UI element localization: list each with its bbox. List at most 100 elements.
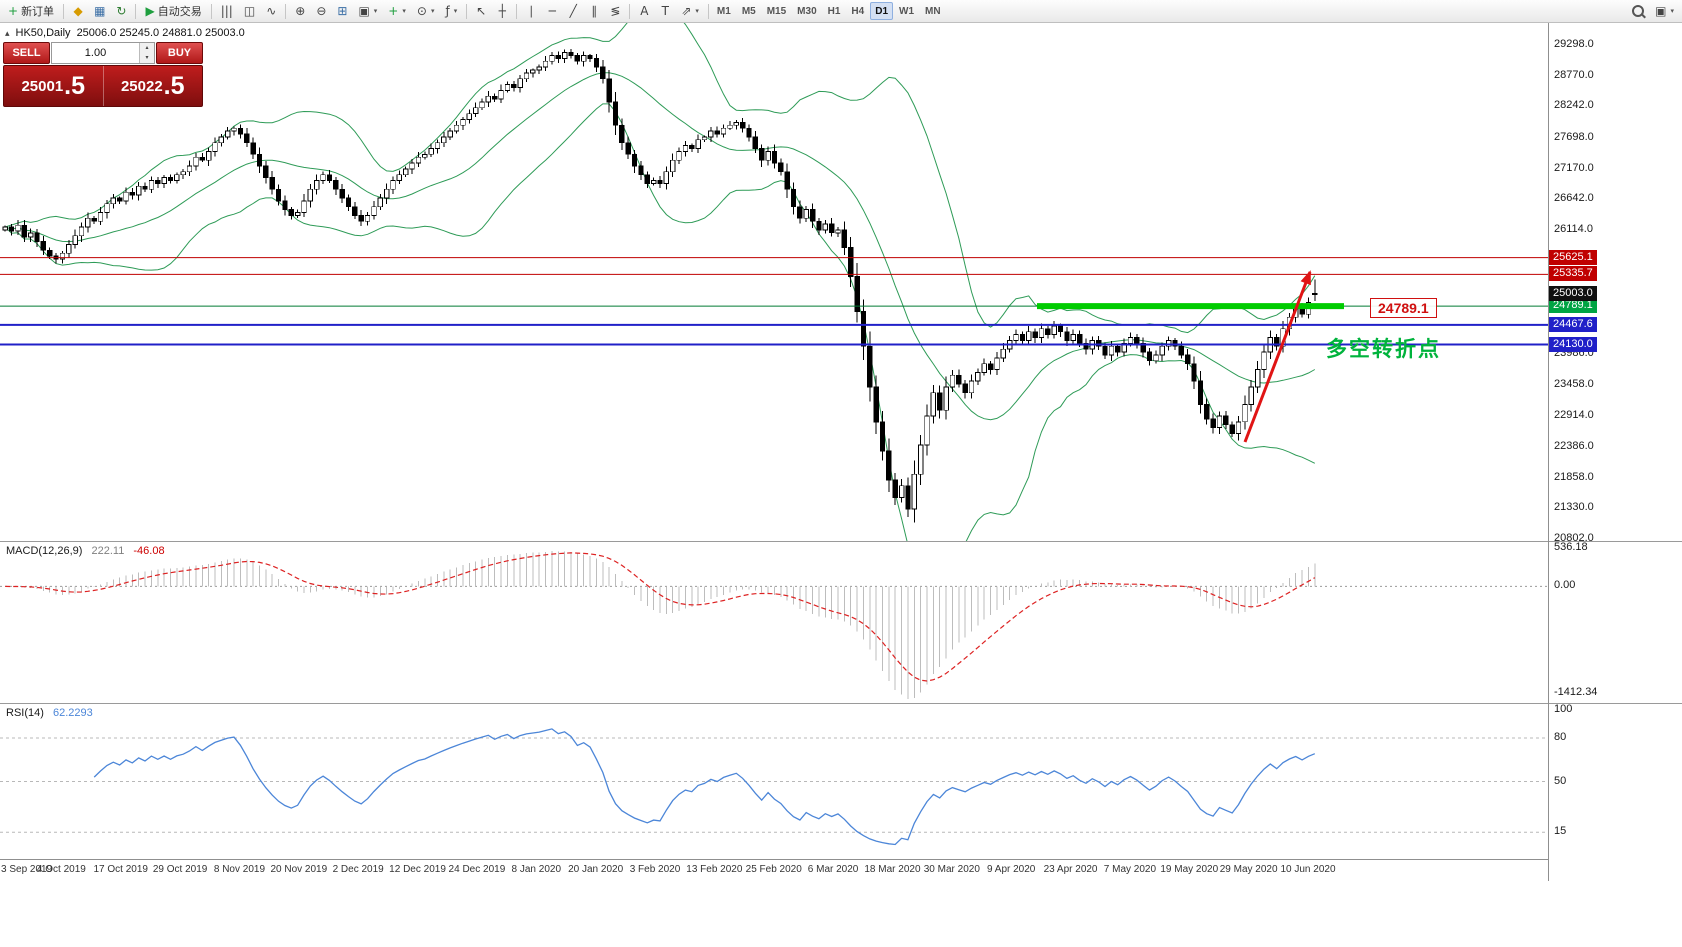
candle-body <box>1299 308 1305 315</box>
data-window-button[interactable]: ▦ <box>89 1 110 21</box>
trendline-button[interactable]: ╱ <box>563 1 583 21</box>
candle-body <box>752 136 758 149</box>
zoom-in-button[interactable]: ⊕ <box>290 1 310 21</box>
line-chart-icon: ∿ <box>266 4 277 18</box>
channel-button[interactable]: ∥ <box>584 1 604 21</box>
date-label: 9 Apr 2020 <box>986 864 1036 875</box>
one-click-toggle-icon[interactable]: ▴ <box>5 27 10 38</box>
candle-body <box>511 84 517 88</box>
refresh-button[interactable]: ↻ <box>111 1 131 21</box>
time-axis[interactable]: 3 Sep 2019 4 Oct 2019 17 Oct 2019 29 Oct 20… <box>0 859 1548 882</box>
rsi-axis[interactable]: 100 80 50 15 <box>1549 703 1682 859</box>
candle-body <box>606 78 612 103</box>
price-tag-24789.1: 24789.1 <box>1549 298 1597 314</box>
volume-field[interactable]: 1.00 ▴ ▾ <box>51 42 155 64</box>
pivot-annotation-text[interactable]: 多空转折点 <box>1326 338 1441 361</box>
market-watch-button[interactable]: ◆ <box>68 1 88 21</box>
candle-body <box>15 224 21 232</box>
timeframe-m5-button[interactable]: M5 <box>737 2 761 20</box>
candle-body <box>1108 345 1115 356</box>
date-label: 4 Oct 2019 <box>36 864 86 875</box>
text-label-button[interactable]: T <box>655 1 675 21</box>
price-callout-label[interactable]: 24789.1 <box>1370 298 1437 318</box>
zoom-out-button[interactable]: ⊖ <box>311 1 331 21</box>
toolbar-separator <box>135 3 137 19</box>
arrows-button[interactable]: ⇗ ▾ <box>676 1 704 21</box>
line-chart-button[interactable]: ∿ <box>261 1 281 21</box>
text-button[interactable]: A <box>634 1 654 21</box>
price-axis-label: 29298.0 <box>1554 37 1594 50</box>
candle-body <box>562 52 568 59</box>
price-axis-label: 23458.0 <box>1554 377 1594 390</box>
profiles-button[interactable]: ⊙ ▾ <box>412 1 440 21</box>
buy-button[interactable]: BUY <box>156 42 203 64</box>
bar-chart-button[interactable]: ||| <box>216 1 238 21</box>
sell-price-display[interactable]: 25001.5 <box>4 66 104 106</box>
candle-body <box>981 363 987 373</box>
timeframe-m15-button[interactable]: M15 <box>762 2 791 20</box>
timeframe-d1-button[interactable]: D1 <box>870 2 894 20</box>
indicators-button[interactable]: ƒ ▾ <box>440 1 462 21</box>
candle-body <box>759 148 765 161</box>
candle-body <box>1146 351 1153 362</box>
tile-windows-button[interactable]: ⊞ <box>332 1 352 21</box>
search-button[interactable] <box>1627 1 1649 21</box>
timeframe-h4-button[interactable]: H4 <box>846 2 869 20</box>
rsi-axis-label: 15 <box>1554 825 1567 838</box>
auto-arrange-button[interactable]: ▣ ▾ <box>353 1 382 21</box>
buy-price-display[interactable]: 25022.5 <box>104 66 203 106</box>
candle-body <box>708 130 714 138</box>
sell-price-main: 25001 <box>21 77 64 95</box>
timeframe-m1-button[interactable]: M1 <box>712 2 736 20</box>
timeframe-m30-button[interactable]: M30 <box>792 2 821 20</box>
price-axis[interactable]: 29298.0 28770.0 28242.0 27698.0 27170.0 26642… <box>1549 23 1682 541</box>
text-label-icon: T <box>661 4 669 18</box>
candle-body <box>879 421 886 452</box>
timeframe-mn-button[interactable]: MN <box>920 2 946 20</box>
macd-canvas[interactable] <box>0 542 1548 703</box>
volume-increase-button[interactable]: ▴ <box>140 43 154 53</box>
sell-button[interactable]: SELL <box>3 42 50 64</box>
candle-body <box>314 180 320 190</box>
trend-arrow[interactable] <box>1243 271 1312 443</box>
candle-body <box>631 153 638 167</box>
buy-price-main: 25022 <box>120 77 163 95</box>
candle-body <box>205 151 212 161</box>
volume-decrease-button[interactable]: ▾ <box>140 53 154 63</box>
new-chart-button[interactable]: + ▾ <box>383 1 411 21</box>
price-tag-25625.1: 25625.1 <box>1549 249 1597 265</box>
macd-signal-line <box>5 552 1316 682</box>
crosshair-button[interactable]: ┼ <box>492 1 512 21</box>
new-order-button[interactable]: + 新订单 <box>3 1 59 21</box>
candle-body <box>212 142 218 152</box>
candle-body <box>174 174 180 181</box>
candle-body <box>536 66 542 71</box>
price-chart-canvas[interactable] <box>0 23 1548 541</box>
candle-body <box>186 165 193 173</box>
rsi-indicator-panel: RSI(14) 62.2293 <box>0 703 1682 859</box>
horizontal-line-button[interactable]: ─ <box>542 1 562 21</box>
candle-body <box>714 130 720 135</box>
candle-body <box>288 209 294 216</box>
fibonacci-button[interactable]: ≶ <box>605 1 625 21</box>
candlestick-chart-button[interactable]: ◫ <box>239 1 260 21</box>
candle-body <box>542 60 549 68</box>
timeframe-w1-button[interactable]: W1 <box>894 2 919 20</box>
autotrading-button[interactable]: ▶ 自动交易 <box>140 1 206 21</box>
candle-body <box>320 174 326 181</box>
candle-body <box>568 52 574 56</box>
macd-axis[interactable]: 536.18 0.00 -1412.34 <box>1549 541 1682 703</box>
timeframe-h1-button[interactable]: H1 <box>823 2 846 20</box>
quick-panel-button[interactable]: ▣ ▾ <box>1650 1 1679 21</box>
candle-body <box>161 177 167 184</box>
cursor-button[interactable]: ↖ <box>471 1 491 21</box>
candle-body <box>1229 424 1235 434</box>
candle-body <box>860 310 867 347</box>
rsi-canvas[interactable] <box>0 704 1548 859</box>
candle-body <box>1083 342 1089 350</box>
candle-body <box>1159 345 1165 356</box>
candle-body <box>956 374 962 385</box>
vertical-line-button[interactable]: ∣ <box>521 1 541 21</box>
candle-body <box>937 392 943 411</box>
